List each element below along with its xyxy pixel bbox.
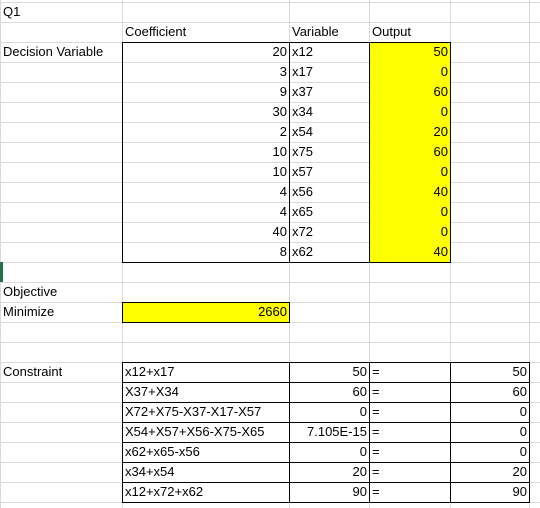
decision-output-cell[interactable]: 60 bbox=[433, 84, 448, 99]
constraint-op-cell[interactable]: = bbox=[372, 424, 380, 439]
decision-coef-cell[interactable]: 10 bbox=[272, 164, 287, 179]
header-coefficient[interactable]: Coefficient bbox=[125, 24, 187, 39]
constraint-op-cell[interactable]: = bbox=[372, 404, 380, 419]
decision-var-cell[interactable]: x57 bbox=[292, 164, 313, 179]
constraint-expr-cell[interactable]: X37+X34 bbox=[125, 384, 179, 399]
decision-var-cell[interactable]: x62 bbox=[292, 244, 313, 259]
constraint-op-cell[interactable]: = bbox=[372, 364, 380, 379]
decision-output-cell[interactable]: 50 bbox=[433, 44, 448, 59]
constraint-lhs-cell[interactable]: 7.105E-15 bbox=[307, 424, 367, 439]
decision-var-cell[interactable]: x75 bbox=[292, 144, 313, 159]
decision-coef-cell[interactable]: 2 bbox=[279, 124, 287, 139]
constraint-rhs-cell[interactable]: 0 bbox=[519, 424, 527, 439]
decision-coef-cell[interactable]: 40 bbox=[272, 224, 287, 239]
decision-coef-cell[interactable]: 10 bbox=[272, 144, 287, 159]
decision-var-cell[interactable]: x72 bbox=[292, 224, 313, 239]
decision-output-cell[interactable]: 20 bbox=[433, 124, 448, 139]
constraint-expr-cell[interactable]: X72+X75-X37-X17-X57 bbox=[125, 404, 262, 419]
decision-output-cell[interactable]: 40 bbox=[433, 184, 448, 199]
decision-var-cell[interactable]: x54 bbox=[292, 124, 313, 139]
constraint-lhs-cell[interactable]: 50 bbox=[352, 364, 367, 379]
decision-coef-cell[interactable]: 9 bbox=[279, 84, 287, 99]
sheet-title[interactable]: Q1 bbox=[3, 4, 21, 19]
decision-output-cell[interactable]: 0 bbox=[440, 224, 448, 239]
active-cell-marker bbox=[0, 262, 3, 282]
output-highlight bbox=[370, 43, 450, 262]
constraint-lhs-cell[interactable]: 0 bbox=[359, 404, 367, 419]
header-variable[interactable]: Variable bbox=[292, 24, 339, 39]
decision-coef-cell[interactable]: 4 bbox=[279, 184, 287, 199]
constraint-op-cell[interactable]: = bbox=[372, 464, 380, 479]
constraint-rhs-cell[interactable]: 20 bbox=[512, 464, 527, 479]
constraint-label[interactable]: Constraint bbox=[3, 364, 63, 379]
decision-output-cell[interactable]: 0 bbox=[440, 104, 448, 119]
constraint-expr-cell[interactable]: x62+x65-x56 bbox=[125, 444, 200, 459]
constraint-op-cell[interactable]: = bbox=[372, 444, 380, 459]
objective-value-cell[interactable]: 2660 bbox=[258, 304, 287, 319]
constraint-expr-cell[interactable]: X54+X57+X56-X75-X65 bbox=[125, 424, 265, 439]
constraint-rhs-cell[interactable]: 60 bbox=[512, 384, 527, 399]
constraint-lhs-cell[interactable]: 90 bbox=[352, 484, 367, 499]
constraint-rhs-cell[interactable]: 50 bbox=[512, 364, 527, 379]
decision-output-cell[interactable]: 0 bbox=[440, 64, 448, 79]
constraint-expr-cell[interactable]: x12+x17 bbox=[125, 364, 175, 379]
objective-sense[interactable]: Minimize bbox=[3, 304, 55, 319]
decision-variable-label[interactable]: Decision Variable bbox=[3, 44, 104, 59]
decision-coef-cell[interactable]: 4 bbox=[279, 204, 287, 219]
decision-var-cell[interactable]: x34 bbox=[292, 104, 313, 119]
decision-var-cell[interactable]: x56 bbox=[292, 184, 313, 199]
decision-var-cell[interactable]: x17 bbox=[292, 64, 313, 79]
constraint-lhs-cell[interactable]: 20 bbox=[352, 464, 367, 479]
header-output[interactable]: Output bbox=[372, 24, 412, 39]
objective-highlight bbox=[123, 303, 289, 322]
constraint-op-cell[interactable]: = bbox=[372, 484, 380, 499]
constraint-lhs-cell[interactable]: 60 bbox=[352, 384, 367, 399]
decision-coef-cell[interactable]: 20 bbox=[272, 44, 287, 59]
decision-output-cell[interactable]: 60 bbox=[433, 144, 448, 159]
decision-output-cell[interactable]: 0 bbox=[440, 164, 448, 179]
decision-coef-cell[interactable]: 30 bbox=[272, 104, 287, 119]
constraint-rhs-cell[interactable]: 90 bbox=[512, 484, 527, 499]
decision-coef-cell[interactable]: 8 bbox=[279, 244, 287, 259]
constraint-expr-cell[interactable]: x12+x72+x62 bbox=[125, 484, 204, 499]
decision-output-cell[interactable]: 40 bbox=[433, 244, 448, 259]
constraint-lhs-cell[interactable]: 0 bbox=[359, 444, 367, 459]
objective-label[interactable]: Objective bbox=[3, 284, 58, 299]
decision-var-cell[interactable]: x12 bbox=[292, 44, 313, 59]
decision-var-cell[interactable]: x65 bbox=[292, 204, 313, 219]
decision-coef-cell[interactable]: 3 bbox=[279, 64, 287, 79]
decision-var-cell[interactable]: x37 bbox=[292, 84, 313, 99]
constraint-rhs-cell[interactable]: 0 bbox=[519, 444, 527, 459]
decision-output-cell[interactable]: 0 bbox=[440, 204, 448, 219]
constraint-expr-cell[interactable]: x34+x54 bbox=[125, 464, 175, 479]
constraint-op-cell[interactable]: = bbox=[372, 384, 380, 399]
constraint-rhs-cell[interactable]: 0 bbox=[519, 404, 527, 419]
